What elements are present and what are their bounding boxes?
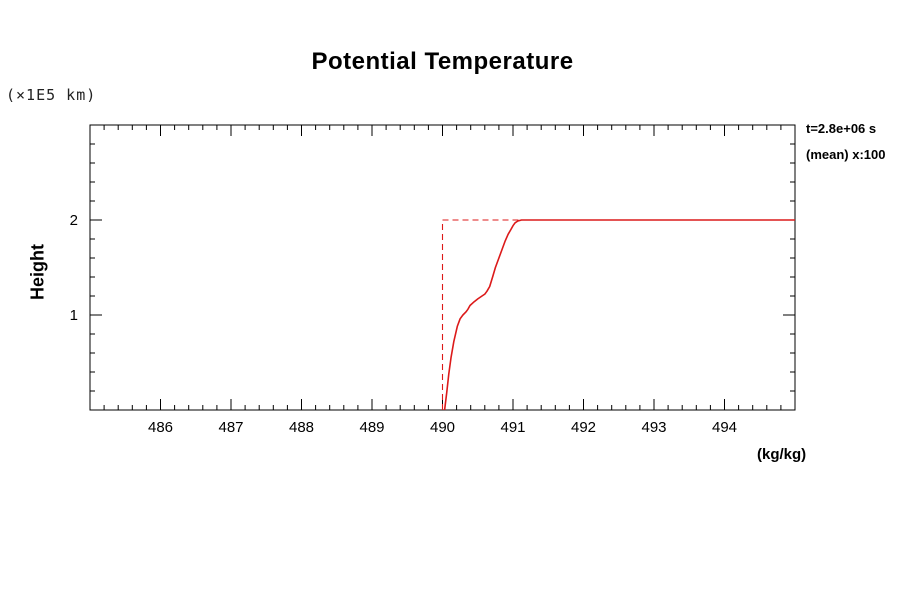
x-tick-label: 492 bbox=[571, 419, 596, 436]
series-solid bbox=[443, 219, 795, 411]
x-tick-label: 493 bbox=[641, 419, 666, 436]
x-tick-label: 489 bbox=[359, 419, 384, 436]
y-tick-label: 1 bbox=[70, 307, 78, 324]
x-tick-label: 491 bbox=[500, 419, 525, 436]
annotation-time: t=2.8e+06 s bbox=[806, 121, 877, 136]
x-tick-label: 487 bbox=[218, 419, 243, 436]
x-tick-label: 488 bbox=[289, 419, 314, 436]
series-dashed bbox=[441, 219, 795, 410]
x-tick-label: 490 bbox=[430, 419, 455, 436]
y-axis-unit-label: (×1E5 km) bbox=[6, 86, 97, 104]
x-axis-unit-label: (kg/kg) bbox=[757, 446, 807, 463]
x-tick-label: 486 bbox=[148, 419, 173, 436]
y-tick-label: 2 bbox=[70, 212, 78, 229]
chart-title: Potential Temperature bbox=[311, 48, 574, 75]
x-tick-label: 494 bbox=[712, 419, 737, 436]
annotation-mean: (mean) x:100 bbox=[806, 147, 886, 162]
